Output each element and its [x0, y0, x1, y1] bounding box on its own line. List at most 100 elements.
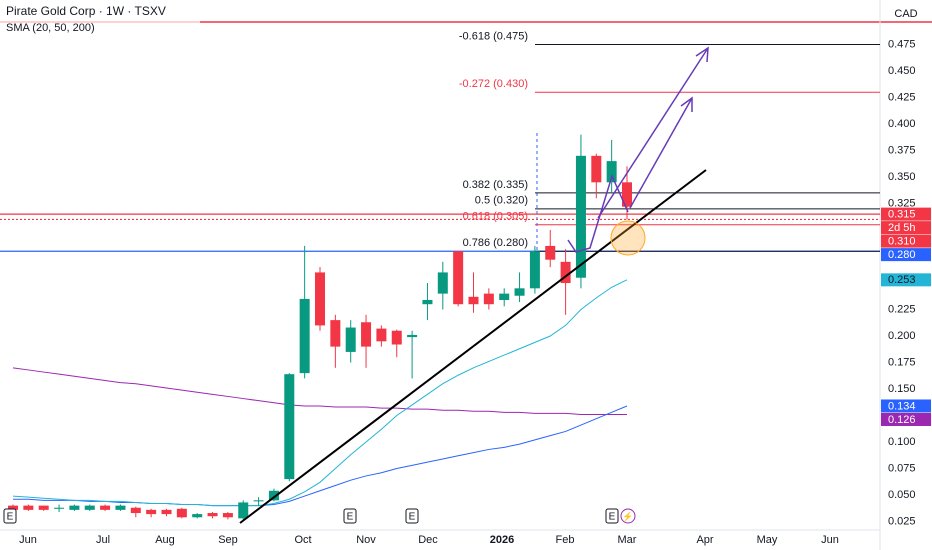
y-tick-label: 0.375 — [888, 144, 916, 156]
sma-line — [13, 405, 628, 507]
dividend-icon-glyph: ⚡ — [622, 510, 633, 522]
candle-body — [514, 288, 525, 296]
candle-body — [54, 507, 65, 509]
y-tick-label: 0.075 — [888, 462, 916, 474]
price-badge — [881, 234, 931, 248]
candle-body — [84, 505, 95, 510]
candle-body — [8, 505, 18, 510]
candle-body — [115, 505, 126, 510]
symbol-title[interactable]: Pirate Gold Corp · 1W · TSXV — [6, 4, 166, 18]
candle-body — [238, 502, 249, 519]
fib-label: -0.618 (0.475) — [459, 30, 528, 42]
sma-line — [12, 279, 628, 507]
candle-body — [130, 507, 141, 514]
candle-body — [161, 509, 172, 515]
price-badge-label: 0.310 — [888, 236, 916, 248]
candle-body — [69, 505, 80, 510]
fib-label: 0.618 (0.305) — [463, 211, 528, 223]
price-badge — [881, 248, 931, 262]
y-tick-label: 0.475 — [888, 38, 916, 50]
candle-body — [606, 161, 617, 183]
y-tick-label: 0.400 — [888, 118, 916, 130]
price-badge-label: 0.253 — [888, 274, 916, 286]
price-badge — [881, 399, 931, 413]
arrow — [629, 97, 693, 209]
candle-body — [23, 505, 34, 510]
candle-body — [453, 251, 464, 305]
y-tick-label: 0.100 — [888, 436, 916, 448]
y-tick-label: 0.425 — [888, 91, 916, 103]
candle-body — [483, 293, 494, 305]
fib-label: -0.272 (0.430) — [459, 78, 528, 90]
event-marker[interactable] — [343, 508, 357, 524]
x-tick-label: Apr — [696, 534, 713, 546]
fib-label: 0.382 (0.335) — [463, 179, 528, 191]
candle-body — [545, 245, 556, 260]
candle-body — [330, 320, 341, 347]
y-tick-label: 0.450 — [888, 65, 916, 77]
candle-body — [315, 272, 325, 326]
candle-body — [391, 330, 402, 345]
candle-body — [529, 251, 540, 289]
y-tick-label: 0.150 — [888, 383, 916, 395]
event-marker-label: E — [409, 512, 416, 523]
y-tick-label: 0.200 — [888, 330, 916, 342]
candle-body — [437, 272, 448, 294]
dividend-icon[interactable] — [620, 508, 636, 524]
candle-body — [284, 374, 295, 480]
candle-body — [361, 322, 372, 347]
x-tick-label: Sep — [218, 534, 238, 546]
candle-body — [560, 261, 571, 284]
price-badge-label: 0.126 — [888, 414, 916, 426]
price-badge — [881, 207, 931, 221]
arrow-head — [695, 46, 709, 63]
candle-body — [100, 505, 111, 510]
x-tick-label: May — [757, 534, 778, 546]
x-tick-label: Jun — [821, 534, 839, 546]
x-tick-label: Oct — [294, 534, 311, 546]
candle-body — [38, 505, 49, 510]
fib-label: 0.5 (0.320) — [475, 195, 528, 207]
candle-body — [591, 155, 602, 183]
event-marker[interactable] — [3, 508, 17, 524]
candle-body — [345, 327, 356, 352]
price-badge-label: 2d 5h — [888, 222, 916, 234]
trend-line — [239, 169, 707, 524]
y-tick-label: 0.350 — [888, 171, 916, 183]
currency[interactable]: CAD — [894, 8, 917, 20]
candle-body — [422, 299, 433, 305]
highlight-circle — [610, 220, 646, 256]
x-tick-label: Aug — [155, 534, 175, 546]
arrow-head — [680, 96, 693, 112]
candle-body — [192, 514, 203, 518]
candle-body — [299, 298, 310, 374]
candle-body — [222, 513, 233, 518]
event-marker-label: E — [347, 512, 354, 523]
indicator-label[interactable]: SMA (20, 50, 200) — [6, 22, 95, 34]
legend-bg — [0, 0, 200, 36]
candle-body — [146, 509, 157, 515]
fib-label: 0.786 (0.280) — [463, 237, 528, 249]
price-badge — [881, 221, 931, 235]
y-tick-label: 0.325 — [888, 197, 916, 209]
x-tick-label: Jul — [96, 534, 110, 546]
candle-body — [253, 500, 264, 502]
event-marker[interactable] — [405, 508, 419, 524]
candle-body — [622, 182, 632, 207]
event-marker[interactable] — [605, 508, 619, 524]
event-marker-label: E — [7, 512, 14, 523]
y-tick-label: 0.175 — [888, 356, 916, 368]
arrow — [597, 47, 709, 219]
candle-body — [207, 513, 218, 517]
price-badge — [881, 412, 931, 426]
x-tick-label: 2026 — [490, 534, 514, 546]
candle-body — [376, 328, 387, 342]
y-tick-label: 0.050 — [888, 489, 916, 501]
candle-body — [268, 490, 279, 501]
x-tick-label: Feb — [556, 534, 575, 546]
x-tick-label: Nov — [356, 534, 376, 546]
price-badge-label: 0.134 — [888, 400, 916, 412]
candle-body — [575, 155, 586, 278]
